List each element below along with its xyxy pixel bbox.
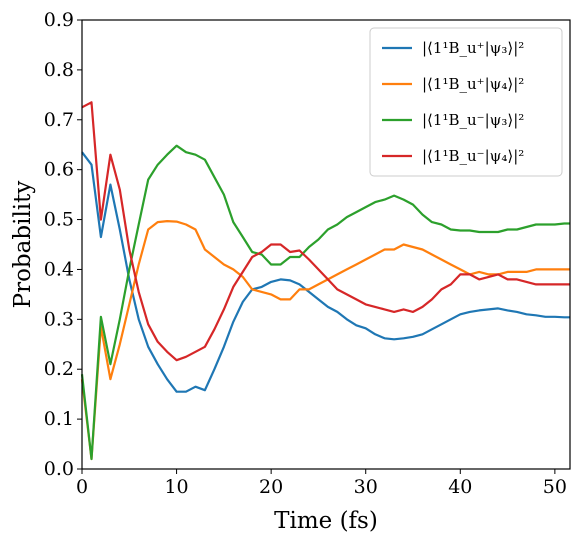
legend: |⟨1¹B_u⁺|ψ₃⟩|² |⟨1¹B_u⁺|ψ₄⟩|² |⟨1¹B_u⁻|ψ₃⟩… bbox=[369, 27, 563, 177]
plot-frame bbox=[81, 19, 571, 470]
y-axis-label: Probability bbox=[10, 181, 36, 309]
y-tick-label: 0.9 bbox=[44, 9, 74, 31]
x-tick-label: 50 bbox=[543, 476, 567, 498]
y-tick-label: 0.2 bbox=[44, 358, 74, 380]
y-tick-label: 0.0 bbox=[44, 458, 74, 480]
series-line-2 bbox=[80, 220, 570, 461]
series-line-1 bbox=[81, 151, 570, 393]
legend-label-1: |⟨1¹B_u⁺|ψ₃⟩|² bbox=[422, 39, 524, 57]
x-tick-label: 0 bbox=[76, 476, 88, 498]
x-tick-label: 30 bbox=[354, 476, 378, 498]
tick-layer: 0 10 20 30 40 50 0.0 0.1 0.2 0.3 0.4 0.5 0.6 0.7 0.8 0.… bbox=[44, 9, 567, 498]
legend-label-4: |⟨1¹B_u⁻|ψ₄⟩|² bbox=[422, 147, 524, 165]
x-axis-label: Time (fs) bbox=[274, 508, 378, 534]
x-tick-label: 10 bbox=[164, 476, 188, 498]
y-tick-label: 0.1 bbox=[44, 408, 74, 430]
y-tick-label: 0.6 bbox=[44, 159, 74, 181]
legend-label-3: |⟨1¹B_u⁻|ψ₃⟩|² bbox=[422, 111, 524, 129]
x-tick-label: 20 bbox=[259, 476, 283, 498]
series-layer bbox=[80, 101, 570, 461]
y-tick-label: 0.8 bbox=[44, 59, 74, 81]
legend-label-2: |⟨1¹B_u⁺|ψ₄⟩|² bbox=[422, 75, 524, 93]
y-tick-label: 0.3 bbox=[44, 308, 74, 330]
legend-frame bbox=[369, 27, 563, 177]
series-line-3 bbox=[80, 144, 570, 461]
x-tick-label: 40 bbox=[448, 476, 472, 498]
y-tick-label: 0.7 bbox=[44, 109, 74, 131]
series-line-4 bbox=[81, 101, 570, 362]
y-tick-label: 0.4 bbox=[44, 258, 74, 280]
y-tick-label: 0.5 bbox=[44, 209, 74, 231]
